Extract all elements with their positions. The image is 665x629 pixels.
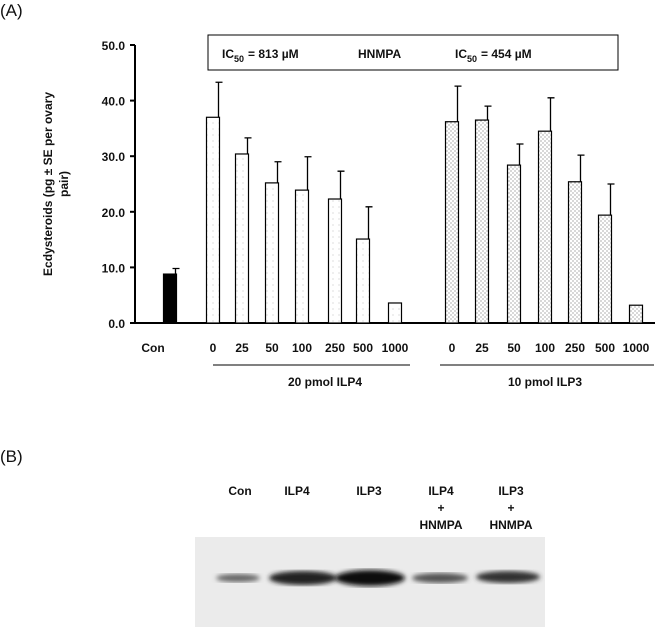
y-tick-label: 20.0 (102, 206, 126, 220)
bar (628, 304, 644, 324)
blot-image (195, 537, 545, 627)
x-tick-label: 1000 (623, 341, 650, 355)
error-bar (454, 85, 462, 122)
x-tick-label: 100 (292, 341, 312, 355)
x-tick-label: 50 (265, 341, 279, 355)
error-bar (244, 137, 252, 154)
y-tick-label: 0.0 (108, 317, 125, 331)
bar (294, 189, 310, 324)
x-tick-label: 100 (535, 341, 555, 355)
error-bar (516, 143, 524, 166)
bar (567, 181, 583, 324)
error-bar (577, 154, 585, 182)
x-tick-label: 500 (353, 341, 373, 355)
lane-label: ILP4 (428, 484, 454, 498)
lane-label: + (507, 501, 514, 515)
bar (355, 238, 371, 324)
x-tick-label: 0 (449, 341, 456, 355)
x-tick-label: 1000 (382, 341, 409, 355)
error-bar (172, 267, 180, 275)
error-bar (365, 206, 373, 240)
bar (506, 164, 522, 324)
y-tick-label: 10.0 (102, 261, 126, 275)
y-tick-label: 50.0 (102, 39, 126, 53)
error-bar (304, 156, 312, 191)
bar (234, 153, 250, 324)
lane-label: ILP3 (498, 484, 524, 498)
x-tick-label: 250 (325, 341, 345, 355)
x-tick-label: Con (141, 341, 164, 355)
x-tick-label: 0 (210, 341, 217, 355)
error-bar (215, 81, 223, 118)
group-label: 20 pmol ILP4 (288, 375, 362, 389)
x-tick-label: 50 (507, 341, 521, 355)
error-bar (607, 183, 615, 216)
bar (327, 198, 343, 324)
annotation-box (207, 34, 619, 71)
annotation: IC50 = 454 µM (455, 47, 532, 64)
x-tick-label: 250 (565, 341, 585, 355)
lane-label: HNMPA (419, 518, 462, 532)
x-tick-label: 500 (595, 341, 615, 355)
panel-label: (A) (0, 1, 23, 20)
bar (264, 182, 280, 324)
annotation: HNMPA (358, 47, 401, 61)
bar (444, 121, 460, 324)
y-axis-label: Ecdysteroids (pg ± SE per ovary pair) (41, 92, 71, 276)
y-tick-label: 30.0 (102, 150, 126, 164)
error-bar (274, 161, 282, 183)
group-label: 10 pmol ILP3 (508, 375, 582, 389)
panel-label: (B) (0, 447, 23, 466)
x-tick-label: 25 (475, 341, 489, 355)
bar (474, 119, 490, 324)
x-tick-label: 25 (235, 341, 249, 355)
lane-label: ILP3 (356, 484, 382, 498)
lane-label: + (437, 501, 444, 515)
error-bar (484, 105, 492, 121)
bar (205, 116, 221, 324)
lane-label: ILP4 (284, 484, 310, 498)
y-tick-label: 40.0 (102, 95, 126, 109)
bar (162, 273, 178, 324)
lane-label: Con (228, 484, 251, 498)
error-bar (547, 97, 555, 132)
bar (387, 302, 403, 324)
bar (597, 214, 613, 324)
bar (537, 130, 553, 324)
annotation: IC50 = 813 µM (222, 47, 299, 64)
error-bar (337, 170, 345, 200)
lane-label: HNMPA (489, 518, 532, 532)
